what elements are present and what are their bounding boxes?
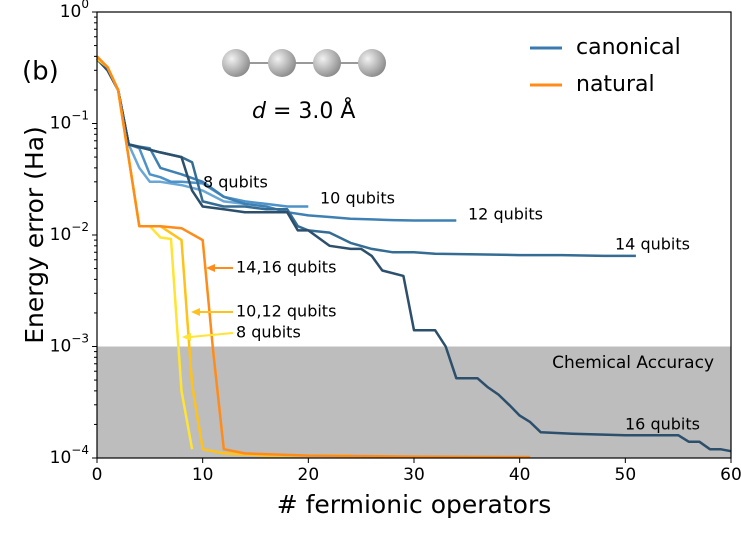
y-tick-label: 10−1 bbox=[50, 108, 89, 134]
y-tick-exponent: −1 bbox=[71, 108, 89, 122]
series-label: 10 qubits bbox=[320, 189, 395, 208]
x-tick-label: 60 bbox=[720, 465, 741, 485]
series-label: 14 qubits bbox=[615, 235, 690, 254]
annotation-arrowhead bbox=[191, 308, 200, 316]
y-tick-base: 10 bbox=[60, 2, 82, 22]
x-tick-label: 30 bbox=[403, 465, 425, 485]
series-label: 10,12 qubits bbox=[236, 302, 336, 321]
line bbox=[96, 55, 531, 459]
y-tick-label: 10−3 bbox=[50, 331, 89, 357]
y-tick-base: 10 bbox=[50, 225, 72, 245]
series-label: 12 qubits bbox=[468, 205, 543, 224]
shaded-region bbox=[97, 346, 731, 458]
y-tick-label: 100 bbox=[60, 0, 89, 22]
annotation-arrowhead bbox=[206, 264, 215, 272]
annotation-arrowhead bbox=[182, 333, 191, 341]
y-tick-base: 10 bbox=[50, 448, 72, 468]
series-label: 8 qubits bbox=[236, 323, 301, 342]
y-tick-exponent: −4 bbox=[71, 443, 89, 457]
legend-label: natural bbox=[576, 72, 655, 97]
x-tick-label: 50 bbox=[615, 465, 637, 485]
y-tick-exponent: 0 bbox=[81, 0, 89, 11]
y-tick-label: 10−4 bbox=[50, 443, 89, 469]
annotation-arrow bbox=[189, 332, 234, 338]
line bbox=[96, 58, 732, 453]
y-tick-base: 10 bbox=[50, 337, 72, 357]
molecule-icon bbox=[222, 49, 386, 77]
y-tick-exponent: −2 bbox=[71, 220, 89, 234]
legend-label: canonical bbox=[576, 35, 681, 60]
x-tick-label: 10 bbox=[192, 465, 214, 485]
series-label: 8 qubits bbox=[203, 173, 268, 192]
x-tick-label: 0 bbox=[92, 465, 103, 485]
y-axis-label: Energy error (Ha) bbox=[20, 126, 49, 344]
line bbox=[96, 58, 457, 222]
series-label: 14,16 qubits bbox=[236, 258, 336, 277]
x-tick-label: 20 bbox=[298, 465, 320, 485]
y-tick-label: 10−2 bbox=[50, 220, 89, 246]
y-tick-base: 10 bbox=[50, 114, 72, 134]
series-label: 16 qubits bbox=[625, 415, 700, 434]
x-tick-label: 40 bbox=[509, 465, 531, 485]
panel-label: (b) bbox=[22, 57, 59, 87]
distance-label: d = 3.0 Å bbox=[252, 97, 355, 124]
y-tick-exponent: −3 bbox=[71, 331, 89, 345]
x-axis-label: # fermionic operators bbox=[277, 490, 552, 519]
shaded-region-label: Chemical Accuracy bbox=[552, 353, 714, 373]
